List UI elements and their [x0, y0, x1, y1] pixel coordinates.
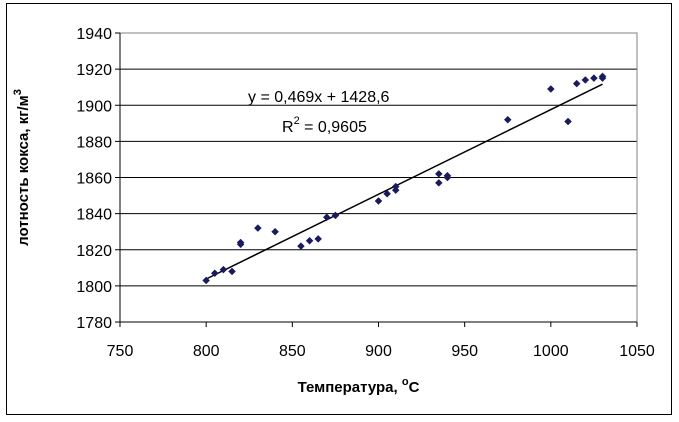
y-axis-title: лотность кокса, кг/м3	[12, 89, 32, 246]
data-point	[210, 269, 219, 278]
gridlines	[120, 32, 637, 287]
data-point	[331, 211, 340, 220]
x-tick-label: 900	[365, 343, 392, 360]
data-point	[305, 236, 314, 245]
y-tick-label: 1860	[76, 171, 112, 188]
data-point	[391, 182, 400, 191]
data-point	[202, 276, 211, 285]
y-tick-label: 1780	[76, 315, 112, 332]
data-point	[572, 79, 581, 88]
y-tick-label: 1940	[76, 26, 112, 43]
data-point	[590, 74, 598, 83]
data-point	[564, 117, 572, 126]
x-tick-label: 850	[279, 343, 306, 360]
data-point	[434, 179, 443, 187]
x-tick-label: 950	[451, 343, 478, 360]
y-tick-label: 1920	[76, 62, 112, 79]
data-point	[434, 170, 443, 178]
data-point	[503, 115, 512, 124]
x-axis-title: Температура, oC	[298, 376, 420, 396]
data-point	[297, 242, 305, 250]
data-point	[374, 197, 383, 205]
y-tick-label: 1820	[76, 243, 112, 260]
x-tick-label: 750	[107, 343, 134, 360]
data-point	[219, 265, 228, 274]
data-point	[236, 240, 245, 249]
r-squared-label: R2 = 0,9605	[282, 115, 367, 136]
x-tick-label: 800	[193, 343, 220, 360]
y-tick-label: 1880	[76, 134, 112, 151]
data-point	[254, 224, 262, 232]
data-point	[314, 235, 323, 243]
data-points	[202, 72, 607, 285]
y-tick-label: 1840	[76, 207, 112, 224]
axis-ticks: 1780 1800 1820 1840 1860 1880 1900 1920 1940 750 8…	[76, 26, 654, 360]
y-tick-label: 1800	[76, 279, 112, 296]
data-point	[598, 72, 607, 81]
x-tick-label: 1050	[619, 343, 655, 360]
data-point	[322, 213, 331, 222]
data-point	[443, 171, 452, 180]
chart-frame	[6, 3, 672, 415]
data-point	[228, 267, 236, 276]
data-point	[581, 76, 590, 84]
y-tick-label: 1900	[76, 98, 112, 115]
data-point	[546, 85, 555, 93]
data-point	[271, 227, 279, 236]
trendline	[205, 83, 603, 280]
x-tick-label: 1000	[533, 343, 569, 360]
trendline-equation: y = 0,469x + 1428,6	[248, 89, 390, 106]
data-point	[383, 189, 391, 198]
